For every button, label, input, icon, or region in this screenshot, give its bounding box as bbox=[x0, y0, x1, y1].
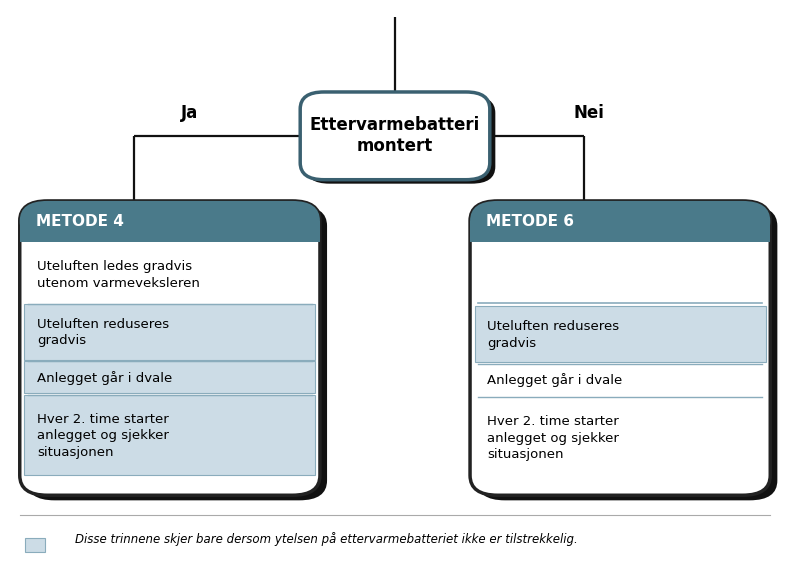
Text: Anlegget går i dvale: Anlegget går i dvale bbox=[487, 374, 623, 387]
Bar bbox=[24, 362, 315, 393]
Text: METODE 6: METODE 6 bbox=[486, 214, 574, 229]
Text: Uteluften ledes gradvis
utenom varmeveksleren: Uteluften ledes gradvis utenom varmeveks… bbox=[37, 260, 200, 290]
Bar bbox=[24, 395, 315, 475]
Bar bbox=[25, 538, 45, 552]
Text: Disse trinnene skjer bare dersom ytelsen på ettervarmebatteriet ikke er tilstrek: Disse trinnene skjer bare dersom ytelsen… bbox=[75, 532, 577, 546]
Text: Uteluften reduseres
gradvis: Uteluften reduseres gradvis bbox=[487, 320, 619, 350]
Text: Anlegget går i dvale: Anlegget går i dvale bbox=[37, 371, 172, 385]
Bar bbox=[24, 304, 315, 360]
FancyBboxPatch shape bbox=[477, 206, 777, 500]
Text: Nei: Nei bbox=[573, 104, 604, 122]
Text: Hver 2. time starter
anlegget og sjekker
situasjonen: Hver 2. time starter anlegget og sjekker… bbox=[487, 415, 619, 461]
Bar bbox=[20, 221, 320, 242]
FancyBboxPatch shape bbox=[20, 201, 320, 495]
Text: Hver 2. time starter
anlegget og sjekker
situasjonen: Hver 2. time starter anlegget og sjekker… bbox=[37, 413, 169, 458]
FancyBboxPatch shape bbox=[20, 201, 320, 242]
FancyBboxPatch shape bbox=[470, 201, 770, 495]
Text: Ja: Ja bbox=[181, 104, 198, 122]
Text: Ettervarmebatteri
montert: Ettervarmebatteri montert bbox=[310, 117, 480, 155]
Text: Uteluften reduseres
gradvis: Uteluften reduseres gradvis bbox=[37, 318, 169, 348]
FancyBboxPatch shape bbox=[300, 92, 490, 180]
FancyBboxPatch shape bbox=[470, 201, 770, 242]
Text: METODE 4: METODE 4 bbox=[36, 214, 123, 229]
FancyBboxPatch shape bbox=[27, 206, 327, 500]
Bar bbox=[470, 221, 770, 242]
FancyBboxPatch shape bbox=[306, 96, 495, 183]
Bar bbox=[475, 306, 766, 362]
